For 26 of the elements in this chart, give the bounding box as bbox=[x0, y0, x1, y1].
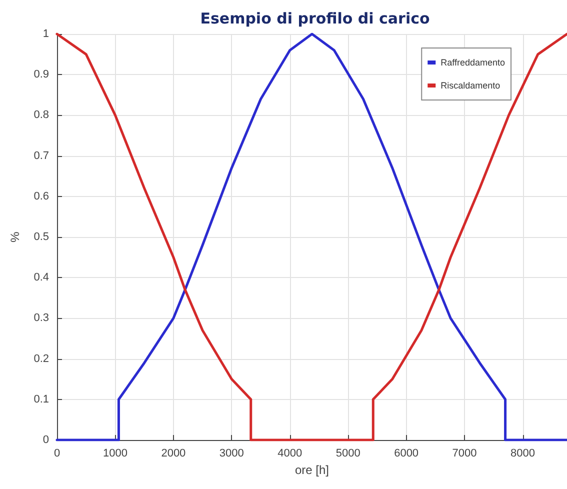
y-tick-label: 0.1 bbox=[34, 393, 49, 406]
y-tick-label: 0.6 bbox=[34, 190, 49, 202]
y-tick-label: 0.9 bbox=[34, 68, 49, 81]
y-tick-label: 0.3 bbox=[34, 312, 49, 324]
y-tick-label: 0 bbox=[42, 434, 49, 446]
x-axis-title: ore [h] bbox=[294, 462, 330, 477]
chart-title: Esempio di profilo di carico bbox=[200, 10, 430, 28]
x-tick-label: 8000 bbox=[510, 448, 535, 460]
x-tick-label: 6000 bbox=[394, 448, 419, 460]
x-tick-label: 1000 bbox=[102, 448, 128, 460]
legend-label: Raffreddamento bbox=[440, 58, 506, 68]
x-tick-label: 5000 bbox=[336, 448, 360, 460]
x-tick-label: 7000 bbox=[452, 448, 477, 460]
y-tick-label: 0.4 bbox=[34, 272, 49, 284]
x-tick-label: 2000 bbox=[161, 448, 186, 460]
x-tick-label: 0 bbox=[54, 448, 60, 460]
y-tick-label: 1 bbox=[42, 28, 49, 40]
line-series bbox=[56, 32, 567, 442]
y-tick-label: 0.7 bbox=[34, 150, 49, 162]
y-tick-label: 0.5 bbox=[34, 231, 49, 243]
y-tick-label: 0.8 bbox=[34, 109, 49, 122]
y-axis-title: % bbox=[8, 231, 22, 242]
legend-label: Riscaldamento bbox=[440, 80, 500, 90]
x-tick-label: 4000 bbox=[278, 448, 302, 460]
x-tick-label: 3000 bbox=[219, 448, 244, 460]
y-tick-label: 0.2 bbox=[34, 352, 49, 365]
